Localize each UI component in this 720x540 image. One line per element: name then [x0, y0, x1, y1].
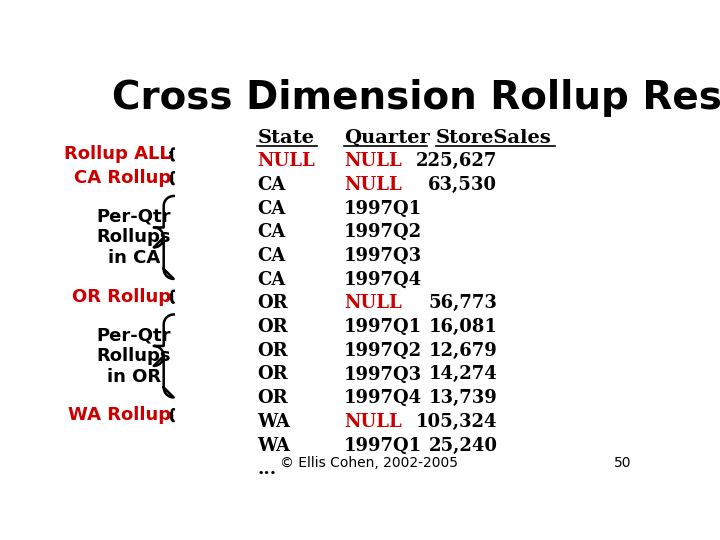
- Text: 225,627: 225,627: [416, 152, 498, 170]
- Text: 1997Q3: 1997Q3: [344, 247, 422, 265]
- Text: OR: OR: [258, 389, 288, 407]
- Text: Cross Dimension Rollup Results: Cross Dimension Rollup Results: [112, 79, 720, 117]
- Text: NULL: NULL: [344, 294, 402, 312]
- Text: 14,274: 14,274: [428, 366, 498, 383]
- Text: 1997Q1: 1997Q1: [344, 436, 422, 455]
- Text: 12,679: 12,679: [428, 342, 498, 360]
- Text: CA Rollup: CA Rollup: [73, 169, 171, 187]
- Text: © Ellis Cohen, 2002-2005: © Ellis Cohen, 2002-2005: [280, 456, 458, 470]
- Text: StoreSales: StoreSales: [436, 129, 552, 147]
- Text: CA: CA: [258, 247, 286, 265]
- Text: CA: CA: [258, 223, 286, 241]
- Text: Rollup ALL: Rollup ALL: [64, 145, 171, 164]
- Text: 1997Q4: 1997Q4: [344, 271, 422, 288]
- Text: CA: CA: [258, 271, 286, 288]
- Text: 63,530: 63,530: [428, 176, 498, 194]
- Text: 1997Q2: 1997Q2: [344, 223, 422, 241]
- Text: NULL: NULL: [258, 152, 315, 170]
- Text: 13,739: 13,739: [428, 389, 498, 407]
- Text: Per-Qtr
Rollups
in CA: Per-Qtr Rollups in CA: [96, 208, 171, 267]
- Text: CA: CA: [258, 176, 286, 194]
- Text: NULL: NULL: [344, 413, 402, 431]
- Text: State: State: [258, 129, 315, 147]
- Text: 1997Q4: 1997Q4: [344, 389, 422, 407]
- Text: WA: WA: [258, 436, 290, 455]
- Text: 56,773: 56,773: [428, 294, 498, 312]
- Text: CA: CA: [258, 199, 286, 218]
- Text: 50: 50: [613, 456, 631, 470]
- Text: 1997Q1: 1997Q1: [344, 318, 422, 336]
- Text: WA: WA: [258, 413, 290, 431]
- Text: NULL: NULL: [344, 152, 402, 170]
- Text: 25,240: 25,240: [428, 436, 498, 455]
- Text: OR: OR: [258, 366, 288, 383]
- Text: Quarter: Quarter: [344, 129, 430, 147]
- Text: NULL: NULL: [344, 176, 402, 194]
- Text: 1997Q2: 1997Q2: [344, 342, 422, 360]
- Text: 1997Q1: 1997Q1: [344, 199, 422, 218]
- Text: OR Rollup: OR Rollup: [72, 288, 171, 306]
- Text: 1997Q3: 1997Q3: [344, 366, 422, 383]
- Text: ...: ...: [258, 460, 276, 478]
- Text: 105,324: 105,324: [416, 413, 498, 431]
- Text: OR: OR: [258, 294, 288, 312]
- Text: OR: OR: [258, 342, 288, 360]
- Text: Per-Qtr
Rollups
in OR: Per-Qtr Rollups in OR: [96, 326, 171, 386]
- Text: OR: OR: [258, 318, 288, 336]
- Text: WA Rollup: WA Rollup: [68, 406, 171, 424]
- Text: 16,081: 16,081: [428, 318, 498, 336]
